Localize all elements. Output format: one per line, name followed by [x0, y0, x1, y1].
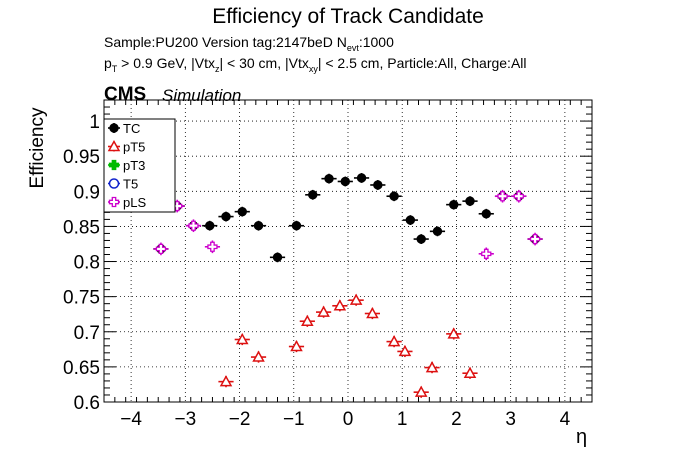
pls-point [497, 191, 508, 202]
y-tick-label: 0.75 [63, 288, 100, 309]
pt5-point [333, 299, 347, 311]
pt5-point [447, 327, 461, 339]
tc-point [205, 221, 215, 231]
tc-point [449, 199, 459, 210]
x-tick-label: 2 [451, 409, 462, 430]
tc-point [432, 226, 443, 237]
tc-point [291, 221, 302, 231]
legend: TC pT5 pT3 T5 pLS [103, 118, 176, 213]
x-tick-label: −2 [229, 409, 251, 430]
pt5-point [301, 314, 314, 326]
pt5-point [317, 305, 330, 317]
pls-point [481, 248, 492, 259]
plot-frame [103, 99, 593, 403]
legend-label-pt5: pT5 [123, 140, 145, 155]
legend-marker-t5 [108, 178, 120, 189]
pt5-point [235, 332, 249, 345]
pt5-point [398, 344, 412, 357]
cuts-xy-sub: xy [308, 64, 318, 74]
tc-point [324, 173, 334, 184]
tc-point [237, 206, 247, 217]
tc-point [221, 211, 231, 222]
legend-marker-tc [109, 123, 119, 133]
legend-label-tc: TC [123, 121, 140, 136]
y-tick-label: 0.8 [74, 253, 100, 274]
legend-label-t5: T5 [123, 177, 138, 192]
x-tick-label: 1 [397, 409, 408, 430]
cuts-p: p [104, 55, 112, 71]
x-tick-label: −1 [283, 409, 305, 430]
cuts-part-2: | < 30 cm, |Vtx [219, 55, 309, 71]
tc-point [389, 191, 399, 201]
tc-point [356, 173, 367, 183]
pls-point [513, 191, 524, 202]
y-tick-label: 0.6 [74, 393, 100, 414]
pls-point [188, 220, 199, 231]
pls-point [529, 233, 541, 245]
y-tick-label: 0.85 [63, 217, 100, 238]
legend-marker-pt5 [107, 139, 121, 152]
pt5-point [290, 339, 303, 352]
sample-info: Sample:PU200 Version tag:2147beD Nevt:10… [104, 34, 394, 53]
sample-sub: evt [346, 43, 359, 53]
pt5-point [425, 361, 439, 373]
x-tick-label: 3 [505, 409, 516, 430]
x-axis-label: η [576, 426, 588, 448]
x-tick-label: −3 [174, 409, 196, 430]
tc-point [481, 209, 491, 219]
y-tick-label: 0.95 [63, 147, 100, 168]
chart-title: Efficiency of Track Candidate [212, 5, 484, 28]
y-tick-label: 1 [89, 112, 100, 133]
x-tick-label: 4 [560, 409, 571, 430]
legend-label-pls: pLS [123, 195, 146, 210]
cuts-p-sub: T [111, 64, 118, 74]
cuts-part-1: > 0.9 GeV, |Vtx [117, 55, 215, 71]
pt5-point [414, 385, 428, 397]
tc-point [340, 176, 350, 187]
legend-label-pt3: pT3 [123, 158, 145, 173]
tc-point [373, 180, 383, 190]
pls-point [155, 243, 167, 255]
series-pt5 [218, 293, 478, 398]
legend-marker-pls [108, 196, 120, 208]
x-tick-label: 0 [343, 409, 354, 430]
cuts-z-sub: z [214, 64, 220, 74]
pt5-point [387, 335, 401, 347]
pt5-point [219, 375, 233, 387]
x-tick-label: −4 [120, 409, 142, 430]
y-tick-label: 0.9 [74, 182, 100, 203]
legend-marker-pt3 [108, 159, 120, 171]
sample-text: Sample:PU200 Version tag:2147beD N [104, 34, 347, 50]
pt5-point [366, 306, 379, 319]
y-tick-label: 0.65 [63, 358, 100, 379]
tc-point [272, 252, 283, 263]
series-pls [153, 189, 543, 261]
selection-cuts: pT > 0.9 GeV, |Vtxz| < 30 cm, |Vtxxy| < … [104, 55, 527, 74]
tc-point [253, 221, 264, 231]
y-tick-label: 0.7 [74, 323, 100, 344]
pt5-point [463, 366, 477, 378]
pt5-point [349, 293, 363, 305]
tc-point [405, 215, 416, 225]
tc-point [308, 190, 318, 200]
cuts-part-3: | < 2.5 cm, Particle:All, Charge:All [317, 55, 527, 71]
tc-point [465, 196, 475, 206]
sample-tail: :1000 [358, 34, 394, 50]
pls-point [207, 241, 218, 252]
pt5-point [252, 350, 265, 362]
tc-point [416, 234, 426, 244]
